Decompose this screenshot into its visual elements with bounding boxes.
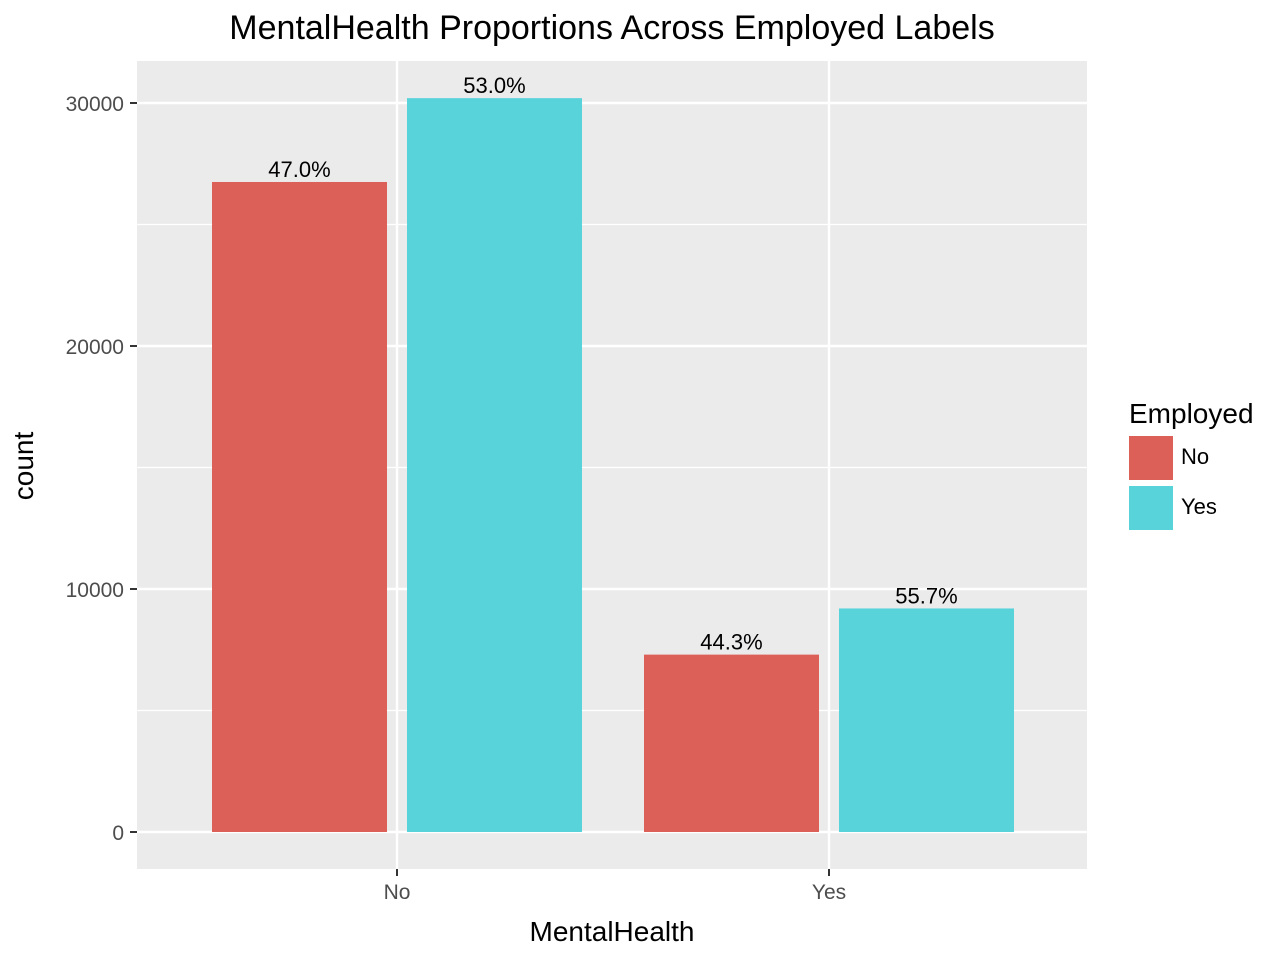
legend-key-no (1129, 436, 1173, 480)
y-tick-label: 0 (112, 822, 124, 845)
legend-title: Employed (1129, 398, 1254, 429)
bar-yes-no (407, 98, 582, 832)
y-tick-label: 10000 (66, 579, 124, 602)
x-tick-label: Yes (812, 881, 846, 904)
bar-data-label: 53.0% (463, 73, 525, 98)
bar-yes-yes (839, 608, 1014, 832)
bars-group (212, 98, 1014, 833)
legend: Employed No Yes (1129, 398, 1254, 530)
legend-label: Yes (1181, 494, 1217, 519)
bar-data-label: 55.7% (895, 583, 957, 608)
x-axis: No Yes (384, 869, 846, 904)
chart-title: MentalHealth Proportions Across Employed… (229, 9, 994, 47)
y-axis: 0 10000 20000 30000 (66, 93, 137, 845)
x-tick-label: No (384, 881, 411, 904)
y-tick-label: 20000 (66, 336, 124, 359)
y-axis-title: count (8, 432, 39, 501)
legend-key-yes (1129, 486, 1173, 530)
x-axis-title: MentalHealth (530, 916, 695, 947)
bar-data-label: 44.3% (700, 630, 762, 655)
bar-data-label: 47.0% (268, 157, 330, 182)
bar-no-no (212, 181, 387, 833)
bar-no-yes (644, 654, 819, 832)
legend-label: No (1181, 444, 1209, 469)
y-tick-label: 30000 (66, 93, 124, 116)
bar-labels-group: 47.0% 53.0% 44.3% 55.7% (268, 73, 957, 654)
